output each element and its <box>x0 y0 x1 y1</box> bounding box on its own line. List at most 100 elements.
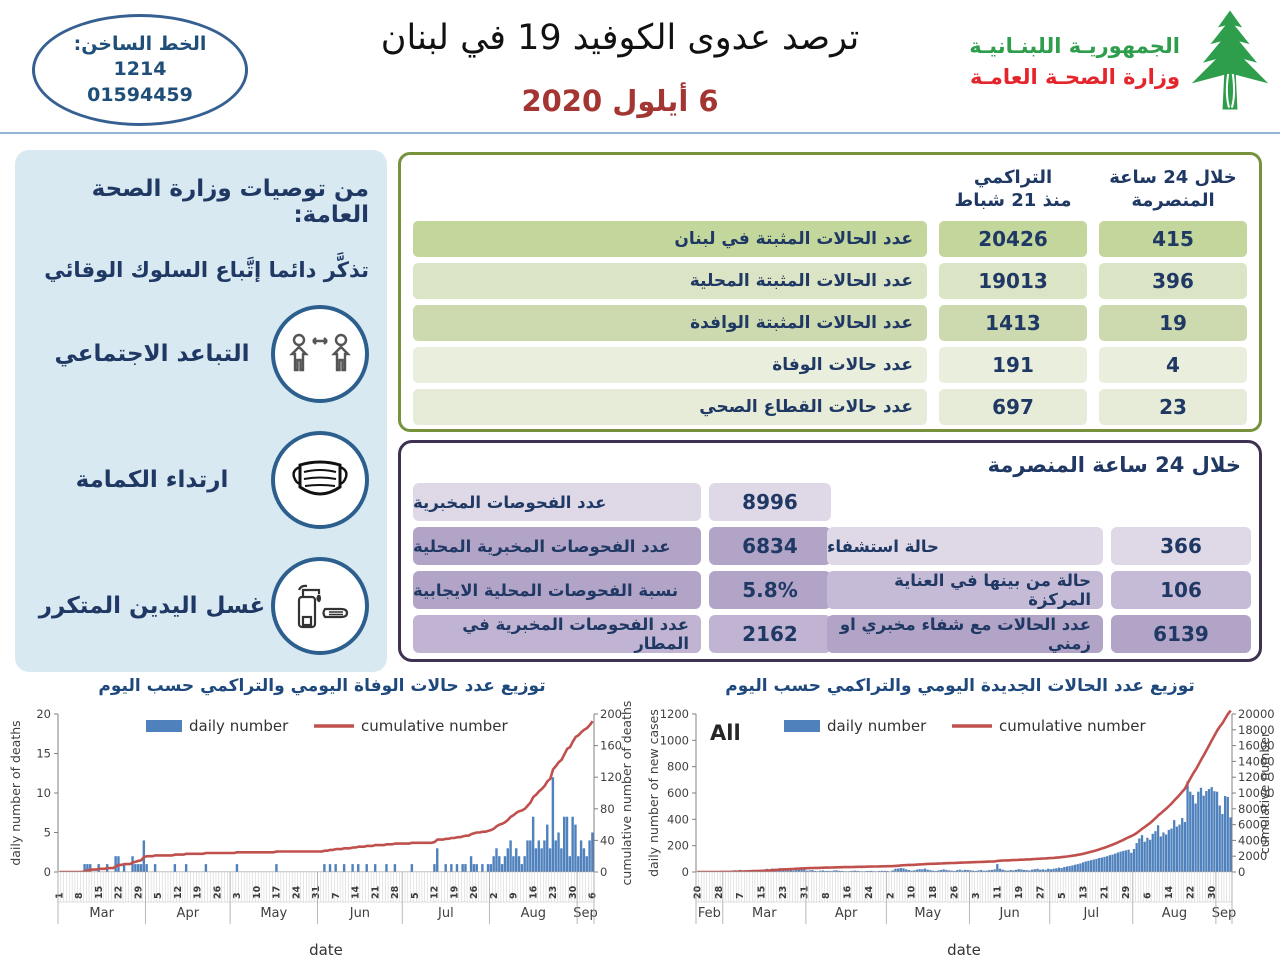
svg-text:18: 18 <box>928 885 939 899</box>
recovered-label: عدد الحالات مع شفاء مخبري او زمني <box>827 615 1103 653</box>
svg-text:7: 7 <box>735 892 746 899</box>
hospitalized-value: 366 <box>1111 527 1251 565</box>
svg-text:19: 19 <box>193 886 204 899</box>
cases-local-cumulative: 19013 <box>939 263 1087 299</box>
svg-text:1200: 1200 <box>660 707 689 721</box>
svg-text:Apr: Apr <box>177 906 200 921</box>
cases-lebanon-label: عدد الحالات المثبتة في لبنان <box>413 221 927 257</box>
report-date: 6 أيلول 2020 <box>280 84 960 118</box>
hotline-label: الخط الساخن: <box>74 32 207 58</box>
deaths-chart-title: توزيع عدد حالات الوفاة اليومي والتراكمي … <box>8 676 636 700</box>
table-row: عدد الفحوصات المخبرية المحلية 6834 <box>413 527 831 565</box>
table-row: عدد الفحوصات المخبرية في المطار 2162 <box>413 615 831 653</box>
svg-text:Jul: Jul <box>437 906 454 921</box>
svg-text:2: 2 <box>489 892 500 899</box>
svg-text:Mar: Mar <box>752 906 777 921</box>
svg-text:12: 12 <box>173 886 184 899</box>
deaths-chart: توزيع عدد حالات الوفاة اليومي والتراكمي … <box>8 676 636 964</box>
svg-text:600: 600 <box>667 786 689 800</box>
table-row: عدد الفحوصات المخبرية 8996 <box>413 483 831 521</box>
svg-text:26: 26 <box>212 885 223 899</box>
airport-tests-value: 2162 <box>709 615 831 653</box>
svg-text:5: 5 <box>1057 892 1068 899</box>
column-header-cumulative: التراكمي منذ 21 شباط <box>939 163 1087 215</box>
svg-text:13: 13 <box>1078 886 1089 899</box>
lab-tests-group: عدد الفحوصات المخبرية 8996 عدد الفحوصات … <box>413 483 831 653</box>
svg-text:400: 400 <box>667 812 689 826</box>
hospitalized-label: حالة استشفاء <box>827 527 1103 565</box>
health-sector-cumulative: 697 <box>939 389 1087 425</box>
svg-text:9: 9 <box>509 892 520 899</box>
recommendation-social-distancing: التباعد الاجتماعي <box>33 300 369 408</box>
svg-text:0: 0 <box>1238 865 1245 879</box>
svg-text:0: 0 <box>600 865 607 879</box>
svg-text:20: 20 <box>692 885 703 899</box>
svg-text:16: 16 <box>528 885 539 899</box>
hand-washing-icon <box>271 557 369 655</box>
cases-local-label: عدد الحالات المثبتة المحلية <box>413 263 927 299</box>
svg-text:Feb: Feb <box>698 906 721 921</box>
hand-washing-label: غسل اليدين المتكرر <box>33 593 271 619</box>
deaths-cumulative: 191 <box>939 347 1087 383</box>
svg-text:7: 7 <box>331 892 342 899</box>
svg-text:2: 2 <box>885 892 896 899</box>
svg-text:20000: 20000 <box>1238 707 1274 721</box>
svg-text:Sep: Sep <box>1212 906 1237 921</box>
svg-text:5: 5 <box>153 892 164 899</box>
svg-text:Aug: Aug <box>521 906 546 921</box>
face-mask-icon <box>271 431 369 529</box>
svg-text:27: 27 <box>1035 886 1046 899</box>
icu-label: حالة من بينها في العناية المركزة <box>827 571 1103 609</box>
svg-text:20: 20 <box>36 707 51 721</box>
health-sector-label: عدد حالات القطاع الصحي <box>413 389 927 425</box>
hotline-number-1214: 1214 <box>114 57 167 83</box>
header-divider <box>0 132 1280 134</box>
svg-text:date: date <box>309 941 343 959</box>
svg-text:28: 28 <box>390 885 401 899</box>
svg-text:26: 26 <box>469 885 480 899</box>
svg-text:29: 29 <box>133 886 144 899</box>
ministry-name-line2: وزارة الصحـة العامـة <box>969 62 1180 94</box>
svg-text:21: 21 <box>1100 886 1111 899</box>
deaths-label: عدد حالات الوفاة <box>413 347 927 383</box>
svg-text:22: 22 <box>1186 886 1197 899</box>
svg-text:daily number: daily number <box>827 717 927 735</box>
svg-text:8: 8 <box>821 892 832 899</box>
svg-text:14: 14 <box>351 885 362 899</box>
svg-text:23: 23 <box>778 886 789 899</box>
health-sector-24h: 23 <box>1099 389 1247 425</box>
svg-text:daily number of deaths: daily number of deaths <box>8 720 23 865</box>
lab-tests-local-value: 6834 <box>709 527 831 565</box>
lab-tests-total-value: 8996 <box>709 483 831 521</box>
svg-text:40: 40 <box>600 833 615 847</box>
recommendation-face-mask: ارتداء الكمامة <box>33 426 369 534</box>
svg-text:date: date <box>947 941 981 959</box>
svg-text:1: 1 <box>54 892 65 899</box>
svg-text:10: 10 <box>252 885 263 899</box>
positivity-rate-label: نسبة الفحوصات المحلية الايجابية <box>413 571 701 609</box>
new-cases-chart: توزيع عدد الحالات الجديدة اليومي والتراك… <box>646 676 1274 964</box>
lab-tests-local-label: عدد الفحوصات المخبرية المحلية <box>413 527 701 565</box>
svg-text:6: 6 <box>1143 892 1154 899</box>
svg-text:19: 19 <box>1014 886 1025 899</box>
svg-text:cumulative number: cumulative number <box>1257 731 1272 854</box>
page-title: ترصد عدوى الكوفيد 19 في لبنان <box>280 18 960 58</box>
svg-text:May: May <box>914 906 941 921</box>
svg-text:31: 31 <box>800 886 811 899</box>
svg-text:Jun: Jun <box>349 906 370 921</box>
positivity-rate-value: 5.8% <box>709 571 831 609</box>
deaths-24h: 4 <box>1099 347 1247 383</box>
recommendations-subtitle: تذكَّر دائما إتَّباع السلوك الوقائي <box>33 258 369 282</box>
svg-text:May: May <box>260 906 287 921</box>
svg-text:3: 3 <box>232 892 243 899</box>
svg-text:daily number of new cases: daily number of new cases <box>646 709 661 877</box>
svg-text:15: 15 <box>757 886 768 899</box>
cases-local-24h: 396 <box>1099 263 1247 299</box>
svg-text:19: 19 <box>449 886 460 899</box>
icu-value: 106 <box>1111 571 1251 609</box>
svg-text:12: 12 <box>430 886 441 899</box>
lab-tests-panel: خلال 24 ساعة المنصرمة عدد الفحوصات المخب… <box>398 440 1262 662</box>
svg-text:10: 10 <box>907 885 918 899</box>
svg-text:Jun: Jun <box>998 906 1019 921</box>
recommendation-hand-washing: غسل اليدين المتكرر <box>33 552 369 660</box>
